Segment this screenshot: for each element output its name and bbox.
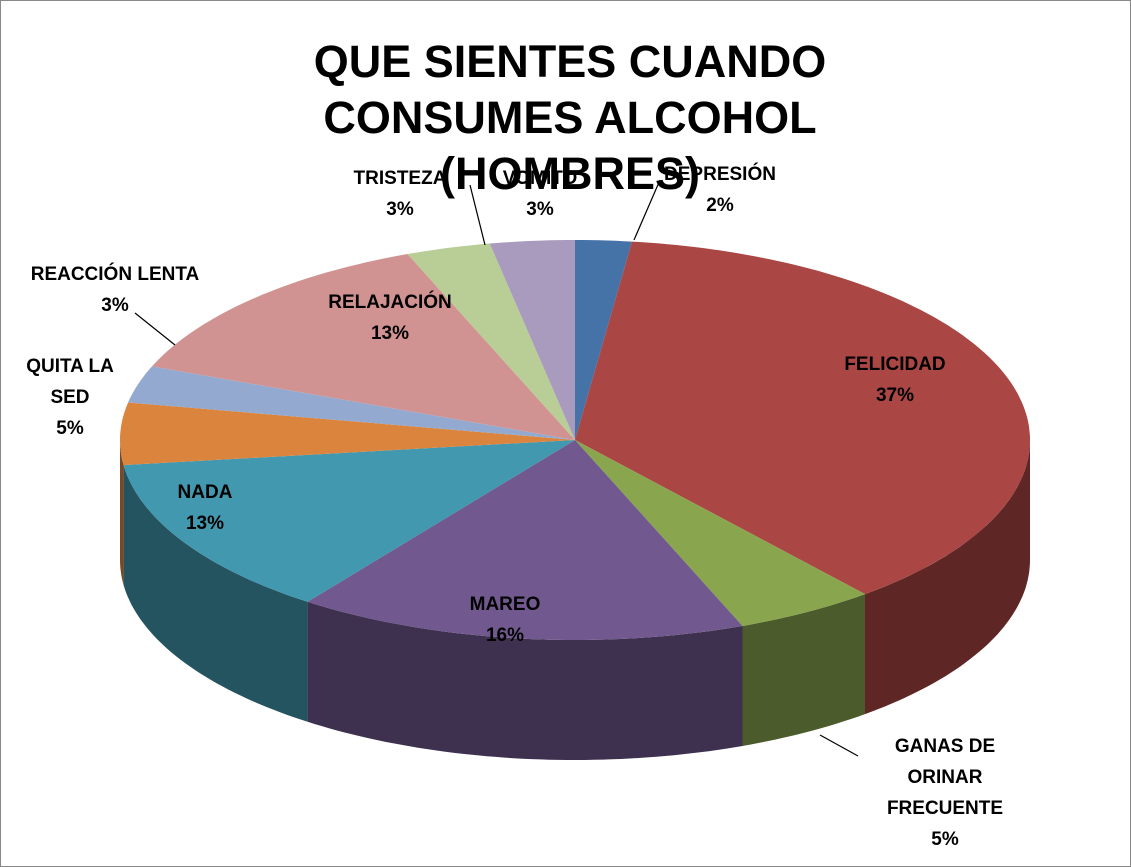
slice-label: RELAJACIÓN — [328, 291, 452, 313]
slice-label: FELICIDAD — [844, 354, 945, 375]
slice — [489, 240, 575, 440]
chart-title: QUE SIENTES CUANDO CONSUMES ALCOHOL (HOM… — [313, 36, 827, 199]
slice — [575, 440, 865, 626]
slice-label: NADA — [178, 482, 233, 503]
slice — [575, 241, 1030, 595]
value-label: 2% — [706, 195, 734, 216]
slice-label: GANAS DE ORINAR FRECUENTE — [887, 736, 1003, 819]
slice — [120, 402, 575, 466]
slice-label: DEPRESIÓN — [664, 163, 776, 185]
value-label: 5% — [931, 829, 959, 850]
leader-line — [134, 312, 176, 346]
slice-label: TRISTEZA — [354, 168, 447, 189]
slice — [407, 243, 575, 440]
slice-label: VOMITO — [503, 168, 578, 189]
value-label: 3% — [526, 199, 554, 220]
slice-side — [120, 440, 124, 586]
slice — [152, 254, 575, 440]
value-label: 5% — [56, 418, 84, 439]
slice-label: MAREO — [470, 594, 541, 615]
slice — [128, 366, 575, 440]
slice-side — [742, 594, 865, 746]
value-label: 16% — [486, 625, 524, 646]
slice-label: QUITA LA SED — [26, 356, 114, 408]
slice-side — [865, 440, 1030, 715]
value-label: 13% — [371, 323, 409, 344]
value-label: 13% — [186, 513, 224, 534]
slice-side — [307, 601, 743, 760]
leader-line — [633, 179, 661, 241]
value-label: 37% — [876, 385, 914, 406]
value-label: 3% — [101, 295, 129, 316]
leader-line — [469, 184, 486, 246]
leader-line — [819, 734, 859, 757]
slice — [123, 440, 575, 602]
slice — [307, 440, 743, 640]
slice-label: REACCIÓN LENTA — [31, 263, 200, 285]
slice-side — [123, 465, 308, 722]
value-label: 3% — [386, 199, 414, 220]
slice — [575, 240, 632, 440]
